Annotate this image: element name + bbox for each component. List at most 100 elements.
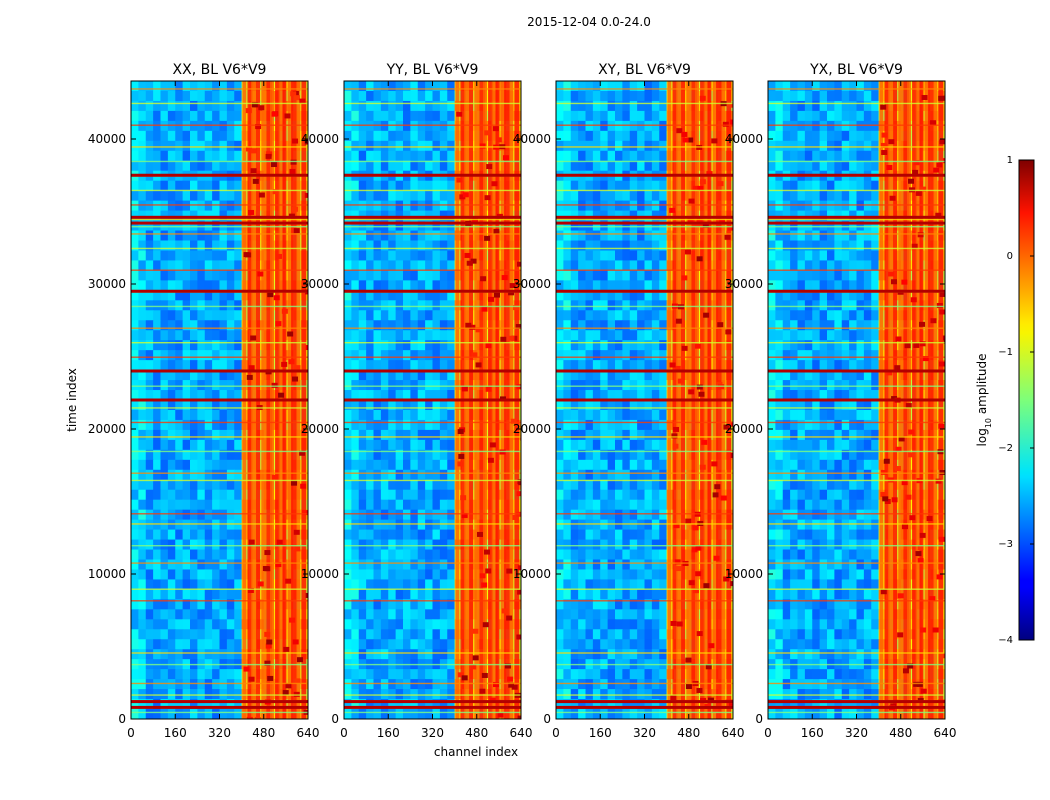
heatmap-cell (204, 439, 213, 451)
heatmap-cell (439, 589, 448, 600)
heatmap-cell (358, 529, 367, 541)
heatmap-cell (469, 360, 478, 371)
heatmap-cell (358, 709, 367, 719)
heatmap-cell (344, 280, 352, 291)
heatmap-cell (366, 400, 375, 411)
heatmap-cell (153, 360, 162, 371)
heatmap-cell (204, 240, 213, 252)
heatmap-cell (373, 260, 382, 272)
heatmap-cell (651, 549, 660, 561)
heatmap-cell (212, 360, 221, 371)
heatmap-cell (651, 250, 660, 262)
heatmap-cell (234, 549, 243, 561)
heatmap-cell (447, 539, 456, 551)
heatmap-cell (153, 569, 162, 581)
heatmap-cell (388, 579, 397, 591)
heatmap-cell (622, 619, 631, 630)
heatmap-cell (659, 330, 668, 341)
heatmap-cell (204, 260, 213, 272)
heatmap-cell (615, 110, 623, 122)
heatmap-cell (197, 200, 206, 212)
signal-blob (275, 562, 282, 568)
time-flag-row (131, 124, 308, 126)
heatmap-cell (585, 449, 594, 461)
heatmap-cell (659, 439, 668, 451)
heatmap-cell (403, 330, 411, 341)
heatmap-image (131, 81, 308, 719)
heatmap-cell (175, 479, 184, 491)
heatmap-cell (585, 280, 594, 291)
heatmap-cell (226, 320, 235, 331)
heatmap-image (344, 81, 521, 719)
heatmap-cell (615, 220, 623, 232)
heatmap-cell (219, 140, 228, 152)
heatmap-cell (585, 669, 594, 680)
heatmap-cell (358, 180, 367, 192)
heatmap-cell (167, 449, 176, 461)
heatmap-cell (167, 609, 176, 620)
heatmap-cell (234, 579, 243, 591)
heatmap-cell (447, 290, 456, 301)
heatmap-cell (651, 589, 660, 600)
time-flag-row (131, 160, 308, 163)
heatmap-cell (226, 140, 235, 152)
heatmap-cell (182, 250, 191, 262)
heatmap-cell (403, 509, 411, 521)
heatmap-cell (190, 489, 198, 501)
heatmap-cell (644, 200, 653, 212)
heatmap-cell (410, 519, 419, 531)
heatmap-cell (190, 330, 198, 341)
heatmap-cell (637, 509, 646, 521)
heatmap-cell (629, 429, 638, 441)
heatmap-cell (651, 110, 660, 122)
heatmap-cell (212, 140, 221, 152)
heatmap-cell (358, 250, 367, 262)
heatmap-cell (366, 250, 375, 262)
signal-blob (489, 442, 496, 448)
heatmap-cell (469, 509, 478, 521)
heatmap-cell (358, 330, 367, 341)
heatmap-cell (659, 499, 668, 511)
heatmap-cell (351, 489, 360, 501)
heatmap-cell (439, 240, 448, 252)
heatmap-cell (138, 320, 147, 331)
heatmap-cell (432, 419, 441, 431)
heatmap-cell (351, 270, 360, 281)
heatmap-cell (563, 599, 572, 610)
heatmap-cell (131, 290, 139, 301)
heatmap-cell (145, 250, 154, 262)
signal-blob (475, 327, 482, 333)
heatmap-cell (417, 390, 426, 401)
heatmap-cell (388, 110, 397, 122)
heatmap-cell (644, 110, 653, 122)
heatmap-cell (226, 370, 235, 381)
heatmap-cell (182, 509, 191, 521)
heatmap-cell (615, 469, 623, 481)
heatmap-cell (600, 509, 609, 521)
heatmap-cell (219, 250, 228, 262)
heatmap-cell (659, 120, 668, 132)
heatmap-cell (145, 290, 154, 301)
heatmap-cell (175, 190, 184, 202)
heatmap-cell (160, 230, 169, 242)
heatmap-cell (615, 649, 623, 660)
heatmap-cell (651, 230, 660, 242)
heatmap-cell (344, 649, 352, 660)
heatmap-cell (212, 200, 221, 212)
heatmap-cell (351, 380, 360, 391)
heatmap-cell (344, 409, 352, 421)
heatmap-cell (366, 240, 375, 252)
heatmap-cell (234, 250, 243, 262)
heatmap-cell (256, 609, 265, 620)
heatmap-cell (403, 589, 411, 600)
signal-blob (508, 682, 515, 688)
heatmap-cell (160, 409, 169, 421)
heatmap-cell (366, 100, 375, 112)
heatmap-cell (651, 559, 660, 571)
heatmap-cell (395, 619, 404, 630)
heatmap-cell (637, 429, 646, 441)
heatmap-cell (204, 300, 213, 311)
heatmap-cell (651, 300, 660, 311)
heatmap-cell (197, 579, 206, 591)
heatmap-cell (344, 180, 352, 192)
